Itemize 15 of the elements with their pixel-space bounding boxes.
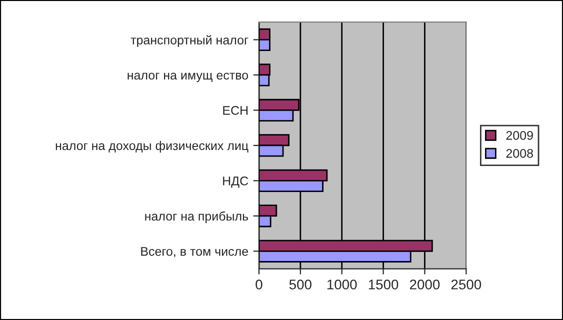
y-tick-label: налог на прибыль — [145, 211, 248, 224]
y-tick-label: НДС — [223, 176, 248, 188]
y-tick-label: ЕСН — [223, 106, 248, 115]
x-tick-label: 2500 — [451, 280, 482, 290]
legend-label: 2009 — [506, 130, 533, 140]
legend-label: 2008 — [506, 148, 533, 158]
y-tick-label: Всего, в том числе — [141, 247, 248, 258]
x-tick-label: 0 — [256, 280, 262, 290]
x-tick-label: 1000 — [327, 280, 357, 290]
x-tick-label: 500 — [289, 280, 312, 290]
y-tick-label: налог на доходы физических лиц — [56, 140, 248, 153]
y-tick-label: налог на имущ ество — [128, 72, 248, 82]
x-tick-label: 2000 — [410, 280, 440, 290]
x-tick-label: 1500 — [368, 280, 398, 290]
y-tick-label: транспортный налог — [130, 35, 248, 47]
